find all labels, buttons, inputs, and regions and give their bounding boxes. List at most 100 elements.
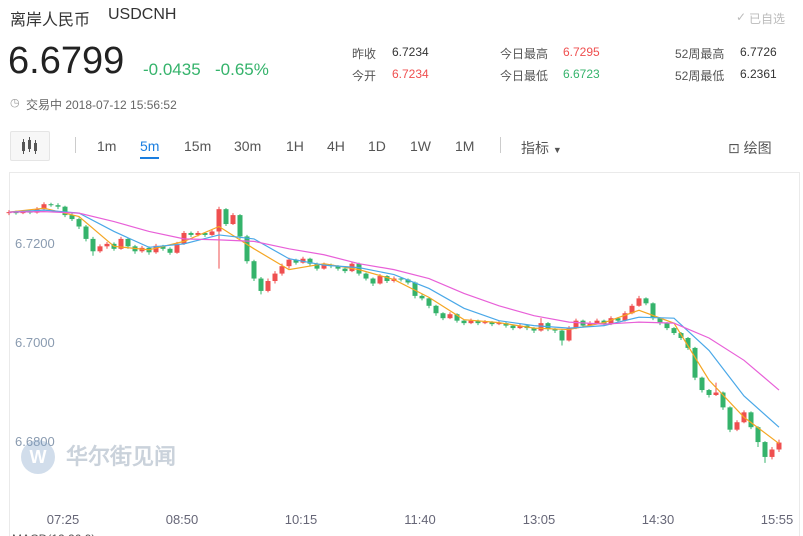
candle-body	[244, 236, 250, 262]
candle-body	[41, 204, 47, 210]
candle-body	[510, 325, 516, 329]
instrument-code: USDCNH	[108, 6, 177, 23]
candle-body	[489, 322, 495, 325]
candle-body	[293, 259, 299, 263]
stat-label: 52周最低	[675, 69, 725, 83]
candle-body	[69, 215, 75, 220]
stat-label: 今日最高	[500, 47, 549, 61]
candle-body	[468, 320, 474, 324]
candle-body	[90, 238, 96, 252]
candle-body	[363, 273, 369, 279]
candle-body	[118, 238, 124, 249]
period-tab[interactable]: 15m	[184, 138, 212, 154]
candle-body	[755, 427, 761, 443]
candle-body	[174, 243, 180, 253]
candle-body	[258, 278, 264, 291]
candle-body	[622, 313, 628, 321]
candle-body	[412, 282, 418, 296]
candle-body	[307, 258, 313, 264]
indicator-label: 指标	[521, 140, 549, 156]
candle-body	[657, 318, 663, 324]
candle-body	[496, 323, 502, 325]
watermark: W 华尔街见闻	[21, 440, 176, 474]
candle-body	[202, 232, 208, 235]
moving-average-line	[8, 207, 780, 445]
candle-body	[6, 212, 12, 214]
candle-body	[608, 318, 614, 325]
x-tick-label: 10:15	[285, 512, 318, 527]
candle-body	[426, 298, 432, 306]
y-tick-label: 6.7200	[15, 236, 55, 251]
candle-body	[251, 261, 257, 279]
watch-check: ✓	[736, 10, 747, 24]
period-tab[interactable]: 1M	[455, 138, 475, 154]
stat-label: 今日最低	[500, 69, 549, 83]
stat-label: 昨收	[352, 47, 377, 61]
candle-body	[279, 266, 285, 274]
candle-body	[636, 298, 642, 306]
candle-body	[573, 320, 579, 329]
x-tick-label: 11:40	[404, 512, 436, 527]
candle-body	[776, 442, 782, 450]
separator	[500, 137, 501, 153]
candle-body	[433, 305, 439, 314]
candle-body	[398, 278, 404, 280]
x-tick-label: 07:25	[47, 512, 80, 527]
x-tick-label: 13:05	[523, 512, 556, 527]
stat-label: 52周最高	[675, 47, 725, 61]
candle-body	[594, 320, 600, 324]
candle-body	[153, 245, 159, 253]
watermark-text: 华尔街见闻	[66, 444, 176, 469]
separator	[75, 137, 76, 153]
candle-body	[377, 276, 383, 284]
draw-button[interactable]: ⊡ 绘图	[728, 138, 772, 158]
candle-body	[216, 209, 222, 232]
candle-body	[713, 392, 719, 395]
period-tab[interactable]: 1m	[97, 138, 117, 154]
instrument-name: 离岸人民币	[10, 12, 91, 29]
candle-body	[272, 273, 278, 282]
change: -0.0435	[143, 60, 201, 79]
period-tab[interactable]: 1H	[286, 138, 304, 154]
watch-button[interactable]: 已自选	[749, 12, 786, 26]
period-tab[interactable]: 1W	[410, 138, 431, 154]
candle-body	[461, 320, 467, 324]
period-tab[interactable]: 30m	[234, 138, 262, 154]
candle-body	[482, 322, 488, 324]
x-tick-label: 15:55	[761, 512, 794, 527]
chart-type-button[interactable]	[10, 131, 50, 161]
candle-body	[503, 323, 509, 326]
period-tab[interactable]: 5m	[140, 138, 160, 159]
candle-body	[55, 205, 61, 207]
candle-body	[314, 263, 320, 269]
candle-body	[517, 325, 523, 329]
candle-body	[643, 298, 649, 304]
change-pct: -0.65%	[215, 60, 269, 79]
period-tab[interactable]: 4H	[327, 138, 345, 154]
indicator-menu[interactable]: 指标 ▼	[521, 138, 562, 158]
dropdown-arrow: ▼	[552, 145, 562, 155]
candle-body	[223, 209, 229, 225]
candle-body	[720, 392, 726, 408]
stat-value: 6.7234	[392, 67, 429, 81]
plot-frame	[9, 172, 800, 536]
status: 交易中 2018-07-12 15:56:52	[26, 98, 177, 112]
watermark-logo-letter: W	[30, 447, 47, 467]
candle-body	[587, 323, 593, 326]
candle-body	[671, 328, 677, 334]
stat-value: 6.7295	[563, 45, 600, 59]
candle-body	[286, 259, 292, 267]
candle-body	[76, 219, 82, 227]
stat-label: 今开	[352, 69, 377, 83]
candle-body	[552, 329, 558, 331]
candle-body	[566, 328, 572, 341]
candle-body	[615, 318, 621, 321]
clock-icon: ◷	[10, 97, 20, 109]
candle-body	[748, 412, 754, 428]
period-tab[interactable]: 1D	[368, 138, 386, 154]
price: 6.6799	[8, 40, 125, 82]
candle-body	[727, 407, 733, 430]
candle-body	[734, 422, 740, 430]
